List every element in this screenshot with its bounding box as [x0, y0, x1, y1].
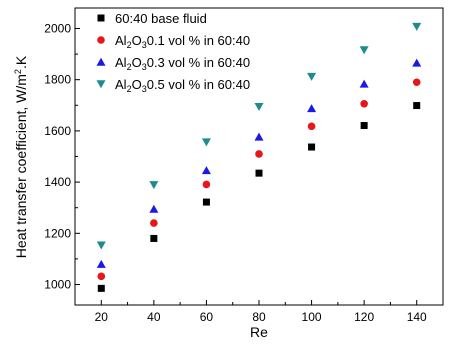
data-point-triangle-up	[412, 58, 422, 67]
legend-subscript: 2	[127, 84, 132, 94]
y-tick-label: 1800	[44, 73, 71, 87]
series-triangle-down	[96, 22, 422, 250]
legend-text-part: O	[132, 33, 142, 48]
series-square	[97, 102, 421, 292]
legend-subscript: 3	[142, 84, 147, 94]
data-point-triangle-up	[201, 166, 211, 175]
data-point-triangle-down	[359, 46, 369, 55]
y-axis-title: Heat transfer coefficient, W/m2.K	[13, 55, 29, 258]
series-circle	[97, 78, 421, 281]
legend-marker-triangle-up	[96, 57, 106, 66]
y-axis-title-sup: 2	[13, 69, 23, 74]
series-triangle-up	[96, 58, 422, 268]
x-tick-label: 120	[354, 310, 374, 324]
x-tick-label: 80	[252, 310, 266, 324]
data-point-circle	[307, 122, 316, 131]
data-point-triangle-down	[96, 241, 106, 250]
data-point-square	[202, 198, 210, 206]
legend-text-part: O	[132, 55, 142, 70]
legend-text-part: Al	[115, 77, 127, 92]
x-tick-label: 100	[302, 310, 322, 324]
legend-label: 60:40 base fluid	[115, 11, 207, 26]
legend-label: Al2O30.3 vol % in 60:40	[115, 55, 250, 72]
legend-marker-triangle-down	[96, 80, 106, 89]
x-axis-title: Re	[250, 324, 268, 340]
data-point-triangle-down	[201, 138, 211, 147]
legend-subscript: 3	[142, 40, 147, 50]
data-point-square	[97, 284, 105, 292]
data-point-triangle-down	[412, 22, 422, 31]
legend-text-part: Al	[115, 55, 127, 70]
data-point-triangle-down	[254, 103, 264, 112]
data-point-triangle-up	[254, 132, 264, 141]
data-point-triangle-up	[307, 104, 317, 113]
legend-subscript: 2	[127, 62, 132, 72]
x-axis-ticks: 20 40 60 80 100 120 140	[95, 300, 427, 324]
legend-subscript: 3	[142, 62, 147, 72]
data-point-triangle-up	[149, 204, 159, 213]
y-tick-label: 1600	[44, 124, 71, 138]
y-axis-title-tail: .K	[13, 55, 29, 69]
data-point-square	[150, 234, 158, 242]
data-point-triangle-up	[96, 259, 106, 268]
y-tick-label: 1000	[44, 278, 71, 292]
legend-text-part: O	[132, 77, 142, 92]
x-tick-label: 60	[200, 310, 214, 324]
legend-marker-circle	[97, 36, 105, 44]
data-point-circle	[150, 219, 158, 227]
data-point-circle	[360, 99, 368, 108]
data-point-triangle-up	[359, 79, 369, 88]
legend-text-part: 0.1 vol % in 60:40	[147, 33, 250, 48]
data-point-triangle-down	[149, 181, 159, 190]
data-point-square	[413, 102, 421, 110]
y-tick-label: 2000	[44, 21, 71, 35]
legend-label: Al2O30.5 vol % in 60:40	[115, 77, 250, 94]
data-points	[96, 22, 422, 292]
legend-text-part: 0.3 vol % in 60:40	[147, 55, 250, 70]
legend-text-part: Al	[115, 33, 127, 48]
y-axis-title-main: Heat transfer coefficient, W/m	[13, 74, 29, 258]
y-tick-label: 1200	[44, 226, 71, 240]
x-tick-label: 20	[95, 310, 109, 324]
data-point-circle	[255, 150, 263, 158]
x-tick-label: 140	[407, 310, 427, 324]
data-point-circle	[412, 78, 421, 87]
data-point-circle	[97, 272, 106, 281]
legend-text-part: 60:40 base fluid	[115, 11, 207, 26]
data-point-circle	[202, 180, 211, 189]
y-tick-label: 1400	[44, 175, 71, 189]
data-point-triangle-down	[307, 72, 317, 81]
legend-subscript: 2	[127, 40, 132, 50]
legend-marker-square	[97, 14, 105, 22]
data-point-square	[308, 143, 316, 151]
legend-text-part: 0.5 vol % in 60:40	[147, 77, 250, 92]
legend-label: Al2O30.1 vol % in 60:40	[115, 33, 250, 50]
data-point-square	[255, 169, 263, 177]
y-axis-ticks: 1000 1200 1400 1600 1800 2000	[44, 21, 80, 292]
data-point-square	[360, 122, 368, 130]
x-tick-label: 40	[147, 310, 161, 324]
